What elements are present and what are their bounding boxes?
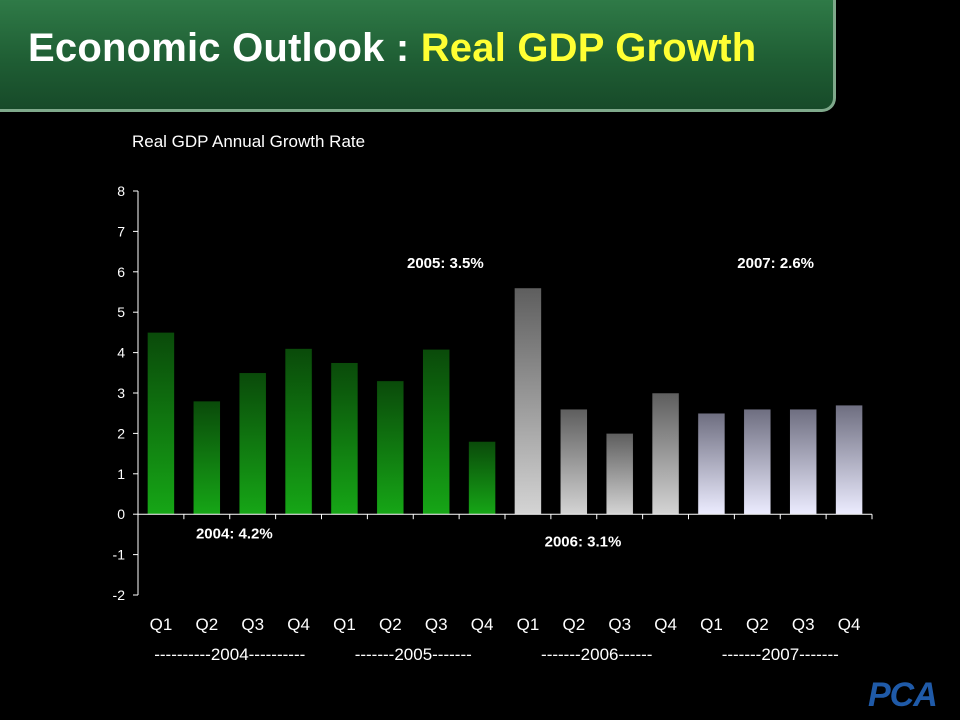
annotations: 2004: 4.2% 2005: 3.5% 2006: 3.1% 2007: 2.6% [196, 255, 814, 551]
x-axis: Q1 Q2 Q3 Q4 Q1 Q2 Q3 Q4 Q1 Q2 Q3 Q4 Q1 Q2 Q3 Q4 --------… [137, 513, 873, 664]
chart-title: Real GDP Annual Growth Rate [132, 132, 366, 151]
x-tick-label: Q4 [838, 615, 861, 634]
year-group-label: -------2005------- [355, 645, 472, 664]
x-tick-label: Q3 [425, 615, 448, 634]
y-tick-label: 4 [117, 345, 125, 361]
y-tick-label: 2 [117, 425, 125, 441]
bar [789, 408, 817, 515]
bar [468, 441, 496, 515]
y-tick-label: 0 [117, 506, 125, 522]
x-tick-label: Q1 [517, 615, 540, 634]
year-group-label: -------2007------- [722, 645, 839, 664]
y-tick-label: 6 [117, 264, 125, 280]
y-tick-label: 1 [117, 466, 125, 482]
bars [147, 287, 863, 515]
x-tick-label: Q4 [654, 615, 677, 634]
year-group-label: ----------2004---------- [154, 645, 305, 664]
page-title: Economic Outlook : Real GDP Growth [28, 26, 756, 71]
x-tick-label: Q2 [195, 615, 218, 634]
bar [514, 287, 542, 515]
x-tick-label: Q3 [241, 615, 264, 634]
y-tick-label: 8 [117, 183, 125, 199]
pca-logo: PCA [868, 676, 938, 714]
bar [743, 408, 772, 515]
y-tick-label: 7 [117, 223, 125, 239]
y-tick-label: -2 [113, 587, 126, 603]
bar [193, 400, 221, 515]
annual-growth-annotation: 2004: 4.2% [196, 525, 273, 542]
y-axis: -2 -1 0 1 2 3 4 5 6 7 8 [113, 183, 139, 603]
x-tick-label: Q4 [471, 615, 494, 634]
y-tick-label: 5 [117, 304, 125, 320]
bar [284, 348, 313, 515]
x-tick-label: Q4 [287, 615, 310, 634]
x-tick-label: Q1 [150, 615, 173, 634]
bar [835, 404, 863, 515]
bar [330, 362, 359, 515]
x-tick-label: Q1 [333, 615, 356, 634]
bar [651, 392, 680, 515]
x-tick-label: Q2 [562, 615, 585, 634]
bar [422, 349, 450, 515]
title-highlight: Real GDP Growth [420, 26, 757, 70]
bar [376, 380, 405, 515]
title-main: Economic Outlook : [28, 26, 421, 70]
annual-growth-annotation: 2005: 3.5% [407, 255, 484, 272]
x-tick-label: Q1 [700, 615, 723, 634]
x-tick-label: Q2 [379, 615, 402, 634]
x-tick-label: Q2 [746, 615, 769, 634]
y-tick-label: -1 [113, 547, 126, 563]
x-tick-label: Q3 [608, 615, 631, 634]
year-group-label: -------2006------ [541, 645, 652, 664]
annual-growth-annotation: 2006: 3.1% [545, 534, 622, 551]
bar [560, 408, 588, 515]
title-banner: Economic Outlook : Real GDP Growth [0, 0, 836, 112]
bar [147, 332, 175, 515]
bar [697, 412, 726, 515]
annual-growth-annotation: 2007: 2.6% [737, 255, 814, 272]
y-tick-label: 3 [117, 385, 125, 401]
bar [238, 372, 267, 515]
bar [605, 433, 634, 515]
x-tick-label: Q3 [792, 615, 815, 634]
